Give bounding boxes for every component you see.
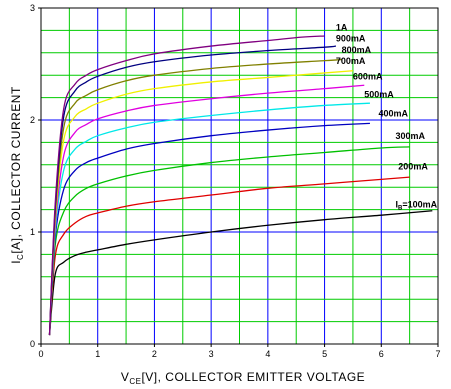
curves xyxy=(48,35,433,336)
x-tick-label: 3 xyxy=(209,349,214,359)
curve-labels: IB=100mA 200mA 300mA 400mA 500mA 600mA 700mA80… xyxy=(336,22,438,211)
x-axis-title: VCE[V], COLLECTOR EMITTER VOLTAGE xyxy=(121,370,365,386)
y-axis-title-rest: [A], COLLECTOR CURRENT xyxy=(9,86,23,254)
series-line-500mA xyxy=(48,102,370,336)
x-axis-title-main: V xyxy=(121,370,130,384)
series-line-100mA xyxy=(48,210,433,336)
plot-frame xyxy=(40,7,439,345)
x-tick-label: 6 xyxy=(379,349,384,359)
series-line-1A xyxy=(48,35,325,336)
x-tick-label: 5 xyxy=(322,349,327,359)
series-label-900mA: 900mA xyxy=(336,34,366,44)
series-line-600mA xyxy=(48,84,365,336)
x-tick-label: 2 xyxy=(152,349,157,359)
y-tick-label: 0 xyxy=(30,339,35,349)
grid xyxy=(41,8,438,344)
series-line-700mA xyxy=(48,70,353,336)
x-axis-title-rest: [V], COLLECTOR EMITTER VOLTAGE xyxy=(141,370,365,384)
series-line-800mA xyxy=(48,58,342,336)
ticks: 0 1 2 3 4 5 6 7 0 1 2 3 xyxy=(30,3,441,359)
y-axis-title-sub: C xyxy=(16,254,25,260)
y-axis-title-main: I xyxy=(9,260,23,264)
y-tick-label: 1 xyxy=(30,227,35,237)
series-label-400mA: 400mA xyxy=(378,109,408,119)
x-tick-label: 0 xyxy=(38,349,43,359)
x-axis-title-sub: CE xyxy=(129,377,141,386)
x-tick-label: 1 xyxy=(95,349,100,359)
series-label-800mA: 800mA xyxy=(342,45,372,55)
series-label-600mA: 600mA xyxy=(353,72,383,82)
series-label-200mA: 200mA xyxy=(398,161,428,171)
x-tick-label: 7 xyxy=(435,349,440,359)
y-axis-title: IC[A], COLLECTOR CURRENT xyxy=(9,86,25,264)
y-tick-label: 3 xyxy=(30,3,35,13)
x-tick-label: 4 xyxy=(265,349,270,359)
series-label-500mA: 500mA xyxy=(364,90,394,100)
series-line-400mA xyxy=(48,122,370,336)
series-line-300mA xyxy=(48,146,410,336)
series-line-900mA xyxy=(48,45,336,336)
series-label-1A: 1A xyxy=(336,22,348,32)
series-label-300mA: 300mA xyxy=(395,131,425,141)
series-line-200mA xyxy=(48,176,410,336)
series-label-100mA: IB=100mA xyxy=(395,199,437,211)
series-label-700mA: 700mA xyxy=(336,56,366,66)
y-tick-label: 2 xyxy=(30,115,35,125)
